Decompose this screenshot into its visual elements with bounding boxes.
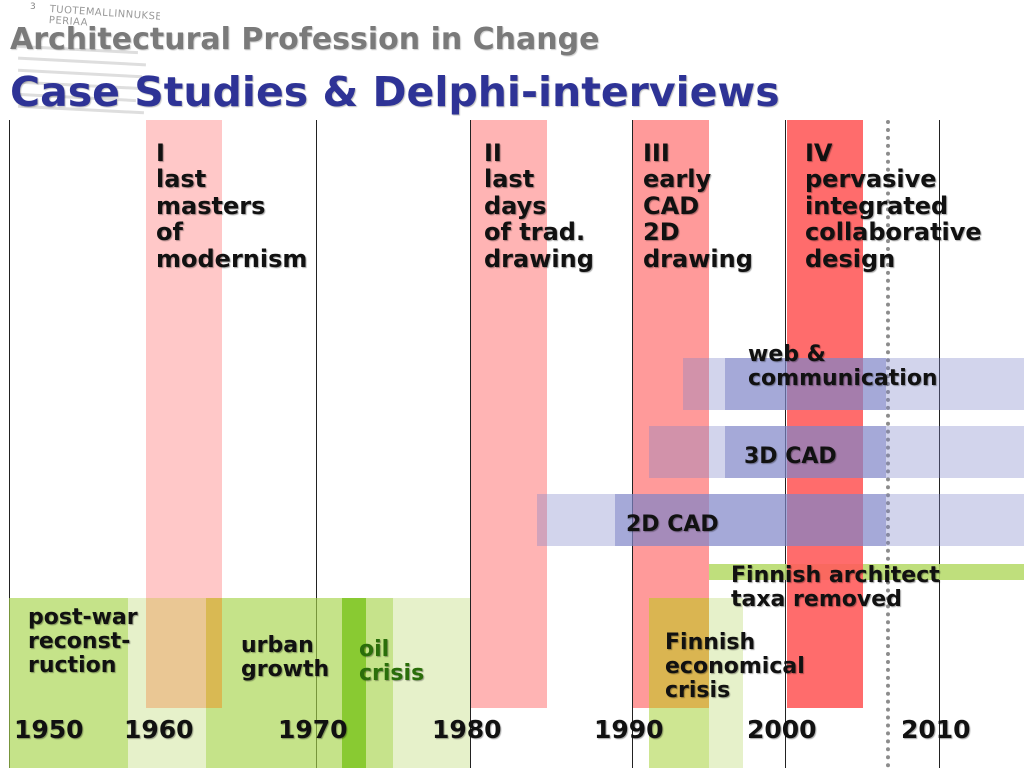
phase-IV-band (787, 120, 863, 708)
web-band-fade (683, 358, 725, 410)
decade-line (316, 120, 317, 768)
phase-I-label: I last masters of modernism (156, 139, 308, 273)
2d-cad-label: 2D CAD (626, 512, 719, 537)
2d-cad-band-fade (537, 494, 615, 546)
taxa-removed-label: Finnish architect taxa removed (731, 563, 940, 613)
year-1950: 1950 (14, 715, 84, 744)
slide-subtitle: Case Studies & Delphi-interviews (10, 68, 780, 116)
economical-crisis-band (649, 598, 709, 708)
year-1990: 1990 (594, 715, 664, 744)
urban-growth-label: urban growth (241, 633, 330, 683)
oil-crisis-band-fade (366, 598, 393, 768)
oil-crisis-band (342, 598, 366, 768)
web-band-future (886, 358, 1024, 410)
post-war-label: post-war reconst- ruction (28, 605, 138, 679)
post-war-band (9, 598, 128, 768)
2d-cad-band-future (886, 494, 1024, 546)
decade-line (9, 120, 10, 768)
web-communication-band (725, 358, 886, 410)
background-page-number: 3 (30, 2, 36, 12)
year-1960: 1960 (124, 715, 194, 744)
oil-crisis-label: oil crisis (359, 637, 425, 687)
decade-line (939, 120, 940, 768)
3d-cad-label: 3D CAD (744, 444, 837, 469)
urban-growth-band (206, 598, 342, 768)
decade-line (470, 120, 471, 768)
economical-crisis-label: Finnish economical crisis (665, 630, 805, 704)
seventies-band-fade (393, 598, 470, 768)
phase-I-overlap (206, 598, 222, 708)
year-2010: 2010 (901, 715, 971, 744)
3d-cad-band-future (886, 426, 1024, 478)
year-1980: 1980 (432, 715, 502, 744)
economical-crisis-fade (709, 598, 743, 768)
phase-III-label: III early CAD 2D drawing (643, 139, 753, 273)
web-communication-label: web & communication (748, 342, 938, 392)
background-document-fragment: 3 TUOTEMALLINNUKSEN PERIAA (10, 0, 160, 120)
slide-title: Architectural Profession in Change (10, 22, 600, 57)
present-dotted-line (886, 120, 890, 768)
background-text-line (18, 56, 146, 67)
year-1970: 1970 (278, 715, 348, 744)
decade-line (632, 120, 633, 768)
phase-II-label: II last days of trad. drawing (484, 139, 594, 273)
phase-IV-label: IV pervasive integrated collaborative de… (805, 139, 982, 273)
2d-cad-band (615, 494, 886, 546)
phase-II-band (471, 120, 547, 708)
year-2000: 2000 (747, 715, 817, 744)
3d-cad-band (725, 426, 886, 478)
post-war-phase-overlap (146, 598, 206, 708)
3d-cad-band-fade (649, 426, 725, 478)
